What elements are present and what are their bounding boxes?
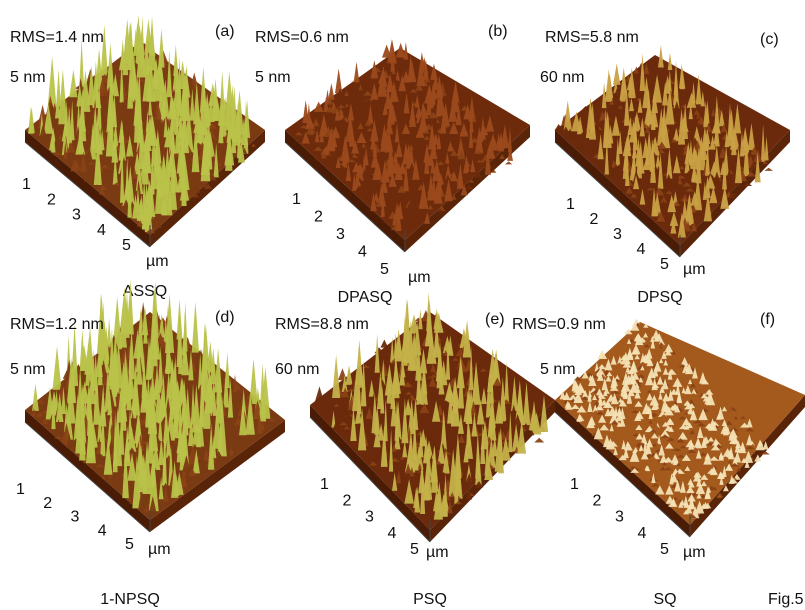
axis-tick-label: 3 — [613, 226, 622, 243]
surface-peak — [338, 368, 347, 380]
axis-tick-label: 5 — [660, 256, 669, 273]
rms-label: RMS=0.6 nm — [255, 29, 349, 46]
z-scale-label: 60 nm — [275, 361, 319, 378]
axis-tick-label: 4 — [637, 241, 646, 258]
rms-label: RMS=8.8 nm — [275, 316, 369, 333]
axis-unit: µm — [426, 544, 449, 561]
surface-peak — [613, 63, 620, 84]
rms-label: RMS=1.4 nm — [10, 29, 104, 46]
axis-tick-label: 2 — [47, 191, 56, 208]
surface-peak — [79, 39, 84, 87]
axis-tick-label: 3 — [72, 207, 81, 224]
axis-tick-label: 5 — [122, 237, 131, 254]
rms-label: RMS=1.2 nm — [10, 316, 104, 333]
afm-panel: RMS=8.8 nm (e) 60 nm 12345 µm PSQ — [275, 292, 555, 608]
panel-label: (d) — [215, 309, 235, 326]
surface-peak — [32, 384, 39, 411]
rms-label: RMS=5.8 nm — [545, 29, 639, 46]
surface-peak — [47, 56, 56, 110]
afm-panel: RMS=0.6 nm (b) 5 nm 12345 µm DPASQ — [255, 23, 530, 306]
axis-unit: µm — [683, 261, 706, 278]
axis-tick-label: 4 — [97, 222, 106, 239]
axis-tick-label: 5 — [410, 541, 419, 558]
z-scale-label: 5 nm — [540, 361, 576, 378]
axis-tick-label: 2 — [314, 209, 323, 226]
surface-peak — [534, 438, 544, 443]
surface-peak — [335, 68, 342, 93]
surface-peak — [668, 53, 673, 70]
afm-panel: RMS=1.2 nm (d) 5 nm 1 2 3 4 5 µm 1-NPSQ — [10, 279, 285, 608]
afm-panel: RMS=0.9 nm (f) 5 nm 12345 µm SQ — [512, 311, 805, 608]
axis-tick-label: 4 — [388, 525, 397, 542]
sample-name: DPSQ — [637, 289, 682, 306]
surface-peak — [315, 386, 324, 401]
surface-peak — [52, 346, 61, 390]
axis-tick-label: 2 — [593, 492, 602, 509]
panel-label: (f) — [760, 311, 775, 328]
axis-tick-label: 3 — [336, 226, 345, 243]
axis-tick-label: 4 — [638, 525, 647, 542]
afm-panel: RMS=1.4 nm(a)5 nm12345µmASSQ — [10, 15, 265, 300]
axis-tick-label: 4 — [98, 522, 107, 539]
sample-name: 1-NPSQ — [100, 591, 160, 608]
panel-label: (a) — [215, 23, 235, 40]
axis-tick-label: 1 — [292, 191, 301, 208]
axis-tick-label: 3 — [71, 509, 80, 526]
axis-unit: µm — [683, 544, 706, 561]
surface-peak — [328, 83, 334, 100]
rms-label: RMS=0.9 nm — [512, 316, 606, 333]
surface-peak — [380, 339, 388, 347]
axis-tick-label: 1 — [16, 481, 25, 498]
panel-label: (c) — [760, 31, 779, 48]
axis-unit: µm — [146, 253, 169, 270]
axis-tick-label: 5 — [125, 536, 134, 553]
figure: RMS=1.4 nm(a)5 nm12345µmASSQRMS=0.6 nm(b… — [0, 0, 805, 610]
sample-name: PSQ — [413, 591, 447, 608]
surface-peak — [658, 45, 664, 68]
surface-peak — [764, 168, 773, 171]
axis-tick-label: 5 — [660, 541, 669, 558]
afm-surface — [25, 15, 265, 247]
panel-label: (b) — [488, 23, 508, 40]
sample-name: SQ — [653, 591, 676, 608]
axis-tick-label: 3 — [615, 509, 624, 526]
axis-unit: µm — [148, 541, 171, 558]
axis-unit: µm — [408, 269, 431, 286]
axis-tick-label: 1 — [570, 476, 579, 493]
axis-tick-label: 4 — [358, 244, 367, 261]
surface-peak — [505, 161, 512, 164]
page: {"panels": [ {"label": "(a)", "rms": "RM… — [0, 0, 805, 610]
axis-tick-label: 3 — [365, 509, 374, 526]
surface-peak — [69, 70, 77, 98]
sample-name: DPASQ — [338, 289, 393, 306]
z-scale-label: 5 nm — [10, 69, 46, 86]
z-scale-label: 5 nm — [255, 69, 291, 86]
axis-tick-label: 2 — [43, 495, 52, 512]
surface-peak — [605, 69, 613, 101]
z-scale-label: 60 nm — [540, 69, 584, 86]
surface-peak — [354, 62, 360, 83]
axis-tick-label: 1 — [22, 176, 31, 193]
axis-tick-label: 1 — [566, 196, 575, 213]
z-scale-label: 5 nm — [10, 361, 46, 378]
axis-tick-label: 5 — [380, 261, 389, 278]
panel-label: (e) — [485, 311, 505, 328]
surface-peak — [192, 302, 199, 353]
axis-tick-label: 2 — [590, 211, 599, 228]
surface-peak — [332, 355, 340, 398]
axis-tick-label: 1 — [320, 476, 329, 493]
figure-label: Fig.5 — [768, 591, 804, 608]
axis-tick-label: 2 — [343, 492, 352, 509]
